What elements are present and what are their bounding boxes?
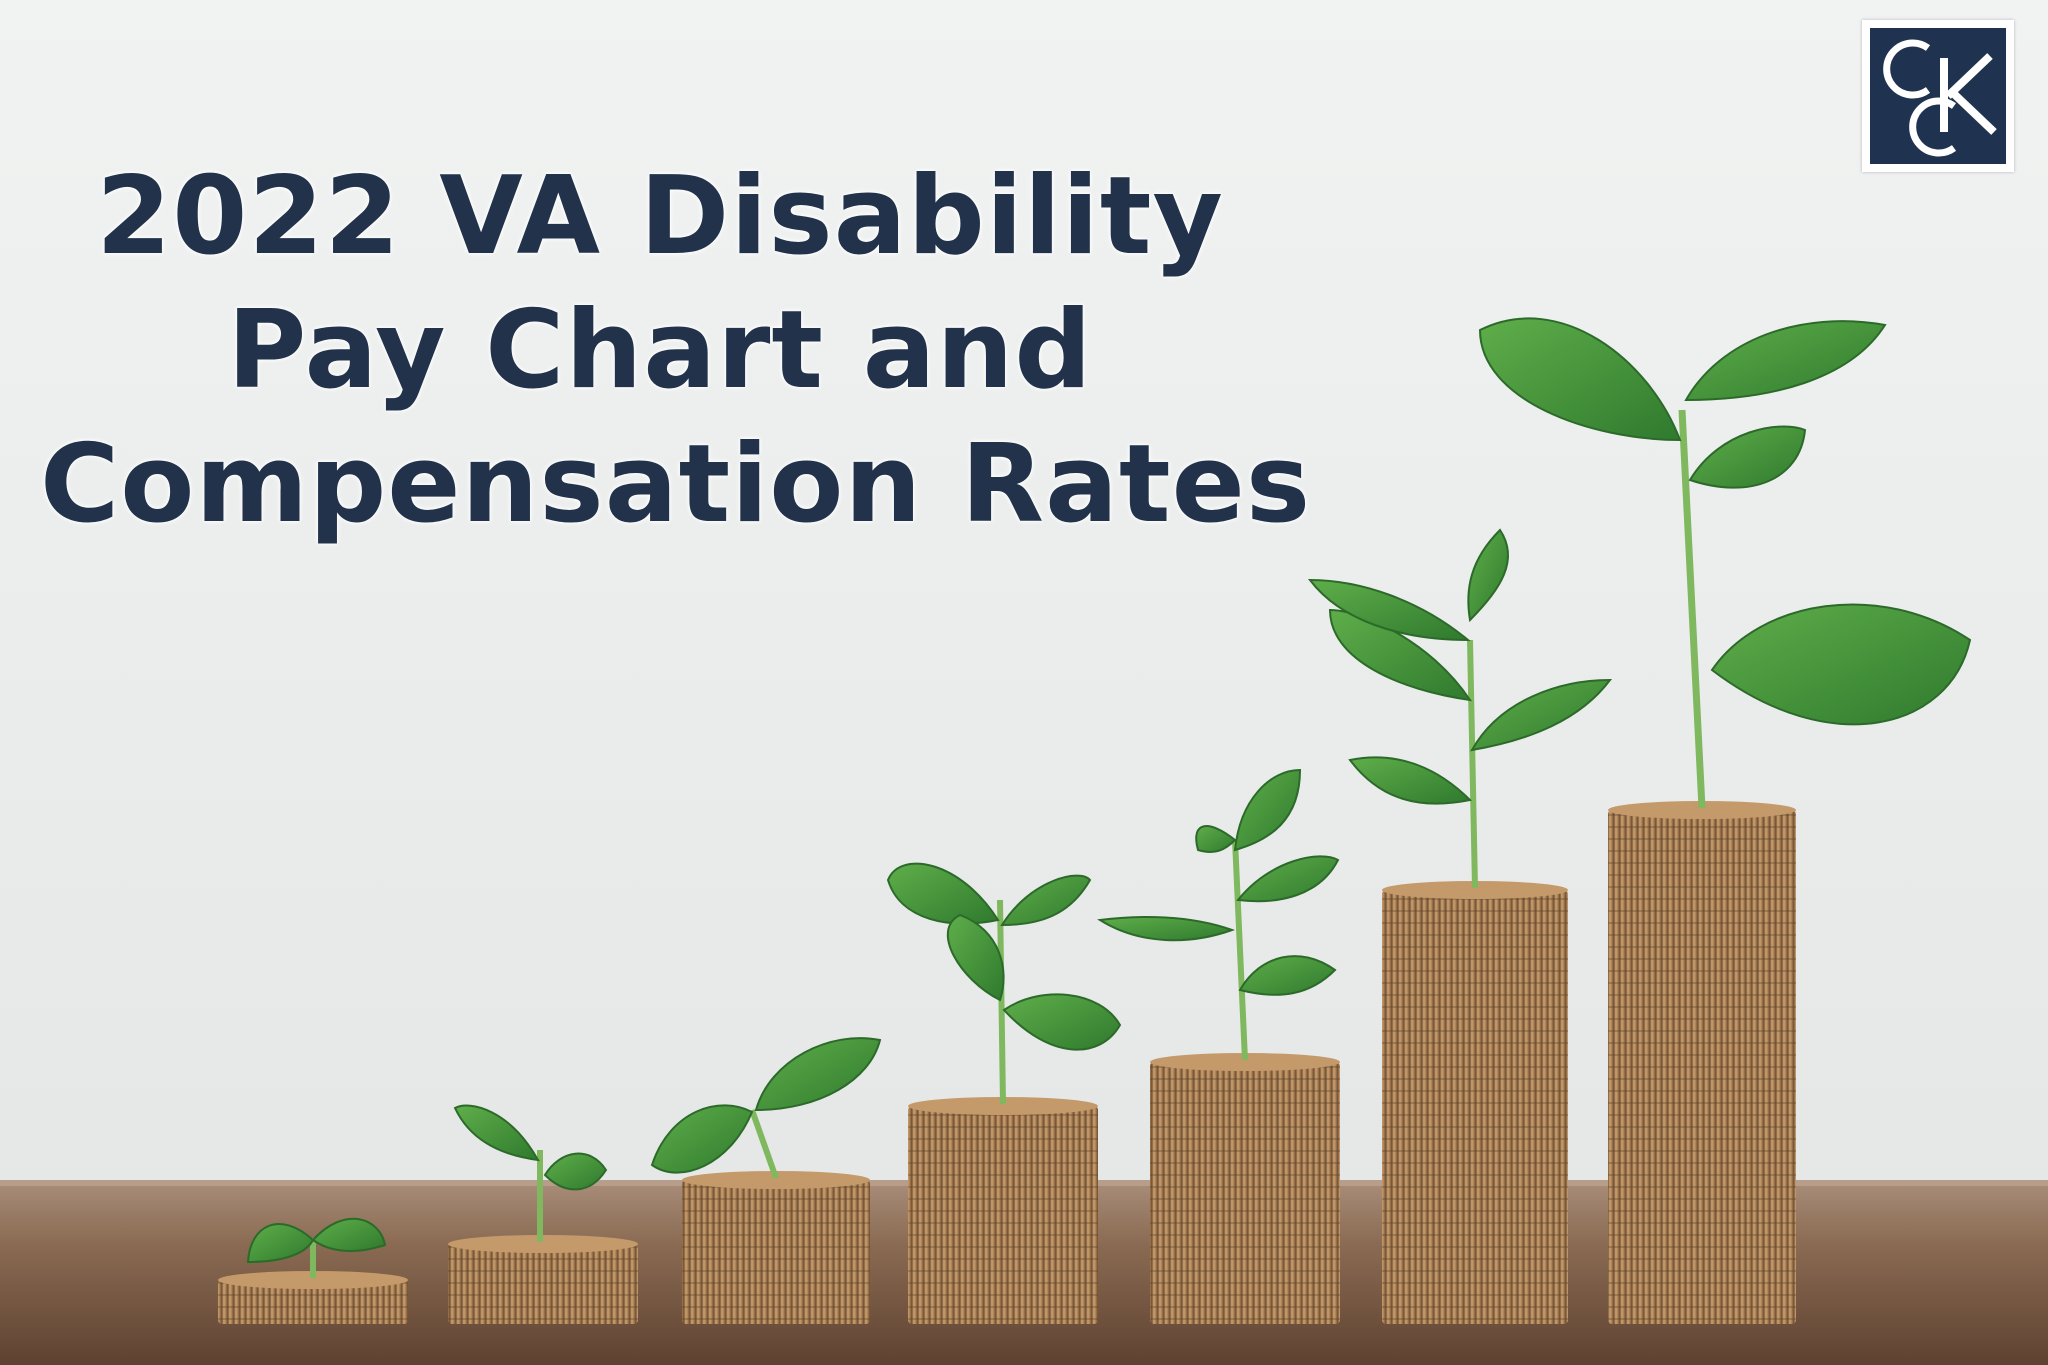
headline-line-1: 2022 VA Disability [96, 154, 1224, 279]
headline: 2022 VA Disability Pay Chart and Compens… [40, 150, 1312, 552]
cck-logo [1862, 20, 2014, 172]
headline-line-2: Pay Chart and [227, 288, 1093, 413]
headline-line-3: Compensation Rates [40, 422, 1312, 547]
coin-stacks [218, 801, 1796, 1324]
seedlings [246, 317, 1972, 1278]
